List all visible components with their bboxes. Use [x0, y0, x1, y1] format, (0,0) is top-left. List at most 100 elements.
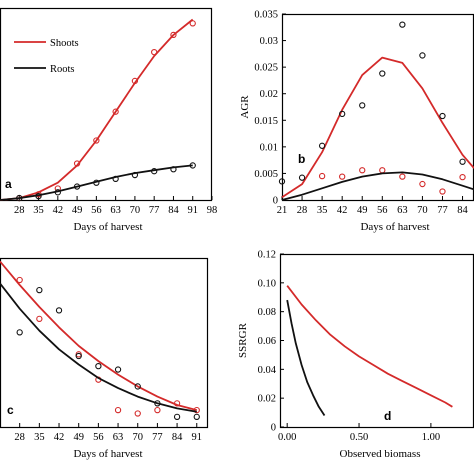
y-axis-label: SSRGR	[237, 322, 249, 358]
roots-fitted-curve	[0, 282, 197, 413]
shoots-data-point	[459, 173, 466, 181]
roots-data-point	[93, 179, 100, 186]
x-tick-label: 42	[54, 432, 65, 443]
roots-data-point	[73, 183, 81, 190]
x-tick-label: 49	[73, 432, 84, 443]
x-tick-label: 35	[317, 205, 328, 216]
x-tick-label: 70	[417, 205, 428, 216]
x-tick-label: 56	[91, 205, 102, 216]
roots-data-point	[55, 307, 63, 314]
roots-data-point	[189, 162, 196, 169]
x-tick-label: 77	[437, 205, 448, 216]
x-tick-label: 91	[187, 205, 198, 216]
panel-label: d	[384, 409, 391, 423]
panel-a-shoot-root-biomass: 28 35 42 49 56 63 70 77 84 91 98 Days of harvest a Sh…	[0, 7, 218, 233]
roots-data-point	[399, 21, 406, 28]
y-tick-label: 0.035	[254, 10, 278, 21]
shoots-data-point	[379, 167, 386, 174]
x-tick-label: 91	[192, 432, 203, 443]
shoots-data-point	[73, 160, 81, 167]
x-tick-label: 49	[72, 205, 83, 216]
x-tick-label: 63	[110, 205, 121, 216]
shoots-data-point	[439, 188, 446, 195]
shoots-data-point	[151, 49, 158, 56]
x-tick-label: 84	[457, 205, 468, 216]
x-tick-label: 1.00	[422, 432, 440, 443]
x-tick-label: 56	[93, 432, 104, 443]
panel-label: a	[5, 177, 12, 191]
roots-fitted-curve	[281, 171, 474, 201]
shoots-data-point	[93, 137, 100, 144]
y-tick-label: 0.04	[258, 365, 277, 376]
x-tick-label: 42	[337, 205, 348, 216]
y-tick-label: 0.015	[254, 116, 278, 127]
x-tick-label: 35	[33, 205, 44, 216]
shoots-data-point	[36, 315, 43, 322]
shoots-data-point	[399, 173, 406, 180]
roots-data-point	[151, 168, 158, 175]
y-tick-label: 0.01	[260, 142, 278, 153]
shoots-fitted-curve	[281, 56, 474, 199]
roots-data-point	[170, 166, 177, 173]
y-tick-label: 0.03	[260, 36, 278, 47]
x-tick-label: 42	[53, 205, 64, 216]
roots-data-point	[154, 400, 161, 407]
y-tick-label: 0.02	[260, 89, 278, 100]
x-tick-label: 56	[377, 205, 388, 216]
y-tick-label: 0.005	[254, 169, 278, 180]
roots-data-point	[54, 189, 61, 196]
shoots-data-point	[189, 20, 196, 27]
roots-data-point	[131, 171, 139, 179]
roots-data-point	[439, 112, 446, 120]
x-tick-label: 0.50	[350, 432, 368, 443]
plot-frame	[0, 257, 209, 429]
x-tick-label: 28	[14, 432, 25, 443]
shoots-data-point	[131, 77, 139, 85]
shoots-data-point	[154, 406, 161, 414]
x-tick-label: 63	[113, 432, 124, 443]
roots-data-point	[16, 329, 23, 336]
roots-data-point	[278, 178, 286, 185]
shoots-data-point	[193, 406, 200, 414]
x-tick-label: 84	[168, 205, 179, 216]
plot-frame	[281, 13, 474, 202]
roots-data-point	[318, 142, 326, 149]
x-tick-label: 0.00	[278, 432, 296, 443]
roots-data-point	[298, 174, 306, 181]
shoots-data-point	[134, 410, 141, 417]
y-tick-label: 0.02	[258, 394, 276, 405]
roots-data-point	[95, 363, 102, 370]
legend-label-roots: Roots	[50, 64, 75, 75]
panel-b-agr: 21 28 35 42 49 56 63 70 77 84 0 0.005 0.01 0.015 0.02 0…	[239, 10, 474, 233]
roots-data-point	[75, 352, 82, 360]
roots-data-point	[36, 286, 43, 294]
y-tick-label: 0.025	[254, 63, 278, 74]
roots-data-point	[112, 175, 119, 183]
y-tick-label: 0.08	[258, 307, 276, 318]
x-tick-label: 63	[397, 205, 408, 216]
x-tick-label: 98	[207, 205, 218, 216]
shoots-data-point	[112, 108, 119, 115]
panel-label: c	[7, 403, 14, 417]
shoots-data-point	[318, 172, 326, 180]
panel-d-ssrgr: 0.00 0.50 1.00 0 0.02 0.04 0.06 0.08 0.10 0.12 Obs…	[237, 250, 474, 460]
x-tick-label: 28	[14, 205, 25, 216]
shoots-fitted-curve	[0, 18, 194, 201]
y-tick-label: 0	[273, 196, 278, 207]
roots-data-point	[339, 110, 346, 118]
roots-fitted-curve	[286, 299, 326, 416]
shoots-data-point	[173, 400, 181, 407]
x-axis-label: Days of harvest	[73, 448, 142, 460]
shoots-data-point	[170, 31, 177, 39]
roots-fitted-curve	[0, 164, 193, 201]
panel-c-growth-rate: 28 35 42 49 56 63 70 77 84 91 Days of harvest c	[0, 257, 209, 460]
shoots-data-point	[114, 406, 122, 414]
x-tick-label: 28	[297, 205, 308, 216]
shoots-fitted-curve	[286, 285, 453, 408]
panel-label: b	[298, 152, 305, 166]
roots-data-point	[359, 102, 366, 109]
shoots-data-point	[419, 180, 426, 188]
y-tick-label: 0	[271, 423, 276, 434]
roots-data-point	[419, 52, 426, 59]
y-tick-label: 0.10	[258, 278, 276, 289]
